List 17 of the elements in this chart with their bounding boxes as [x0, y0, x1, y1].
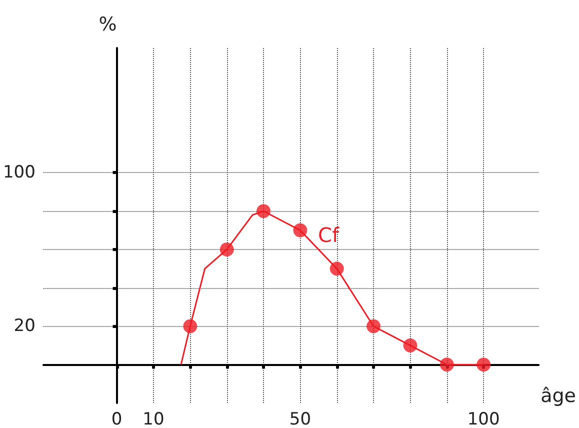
x-tick-label: 0 [111, 410, 122, 428]
point [183, 319, 198, 334]
y-tick-label: 20 [14, 316, 36, 336]
point [476, 358, 491, 372]
point [256, 204, 271, 218]
y-axis-title: % [98, 14, 117, 36]
x-tick-label: 50 [289, 410, 312, 428]
point [220, 242, 234, 256]
x-tick-label: 10 [142, 410, 164, 428]
point [403, 338, 418, 352]
point [330, 262, 344, 276]
annotation: Cf [318, 223, 340, 247]
point [366, 319, 381, 334]
x-tick-label: 100 [467, 410, 500, 428]
point [440, 358, 454, 372]
x-axis-title: âge [540, 385, 576, 408]
point [293, 223, 308, 238]
